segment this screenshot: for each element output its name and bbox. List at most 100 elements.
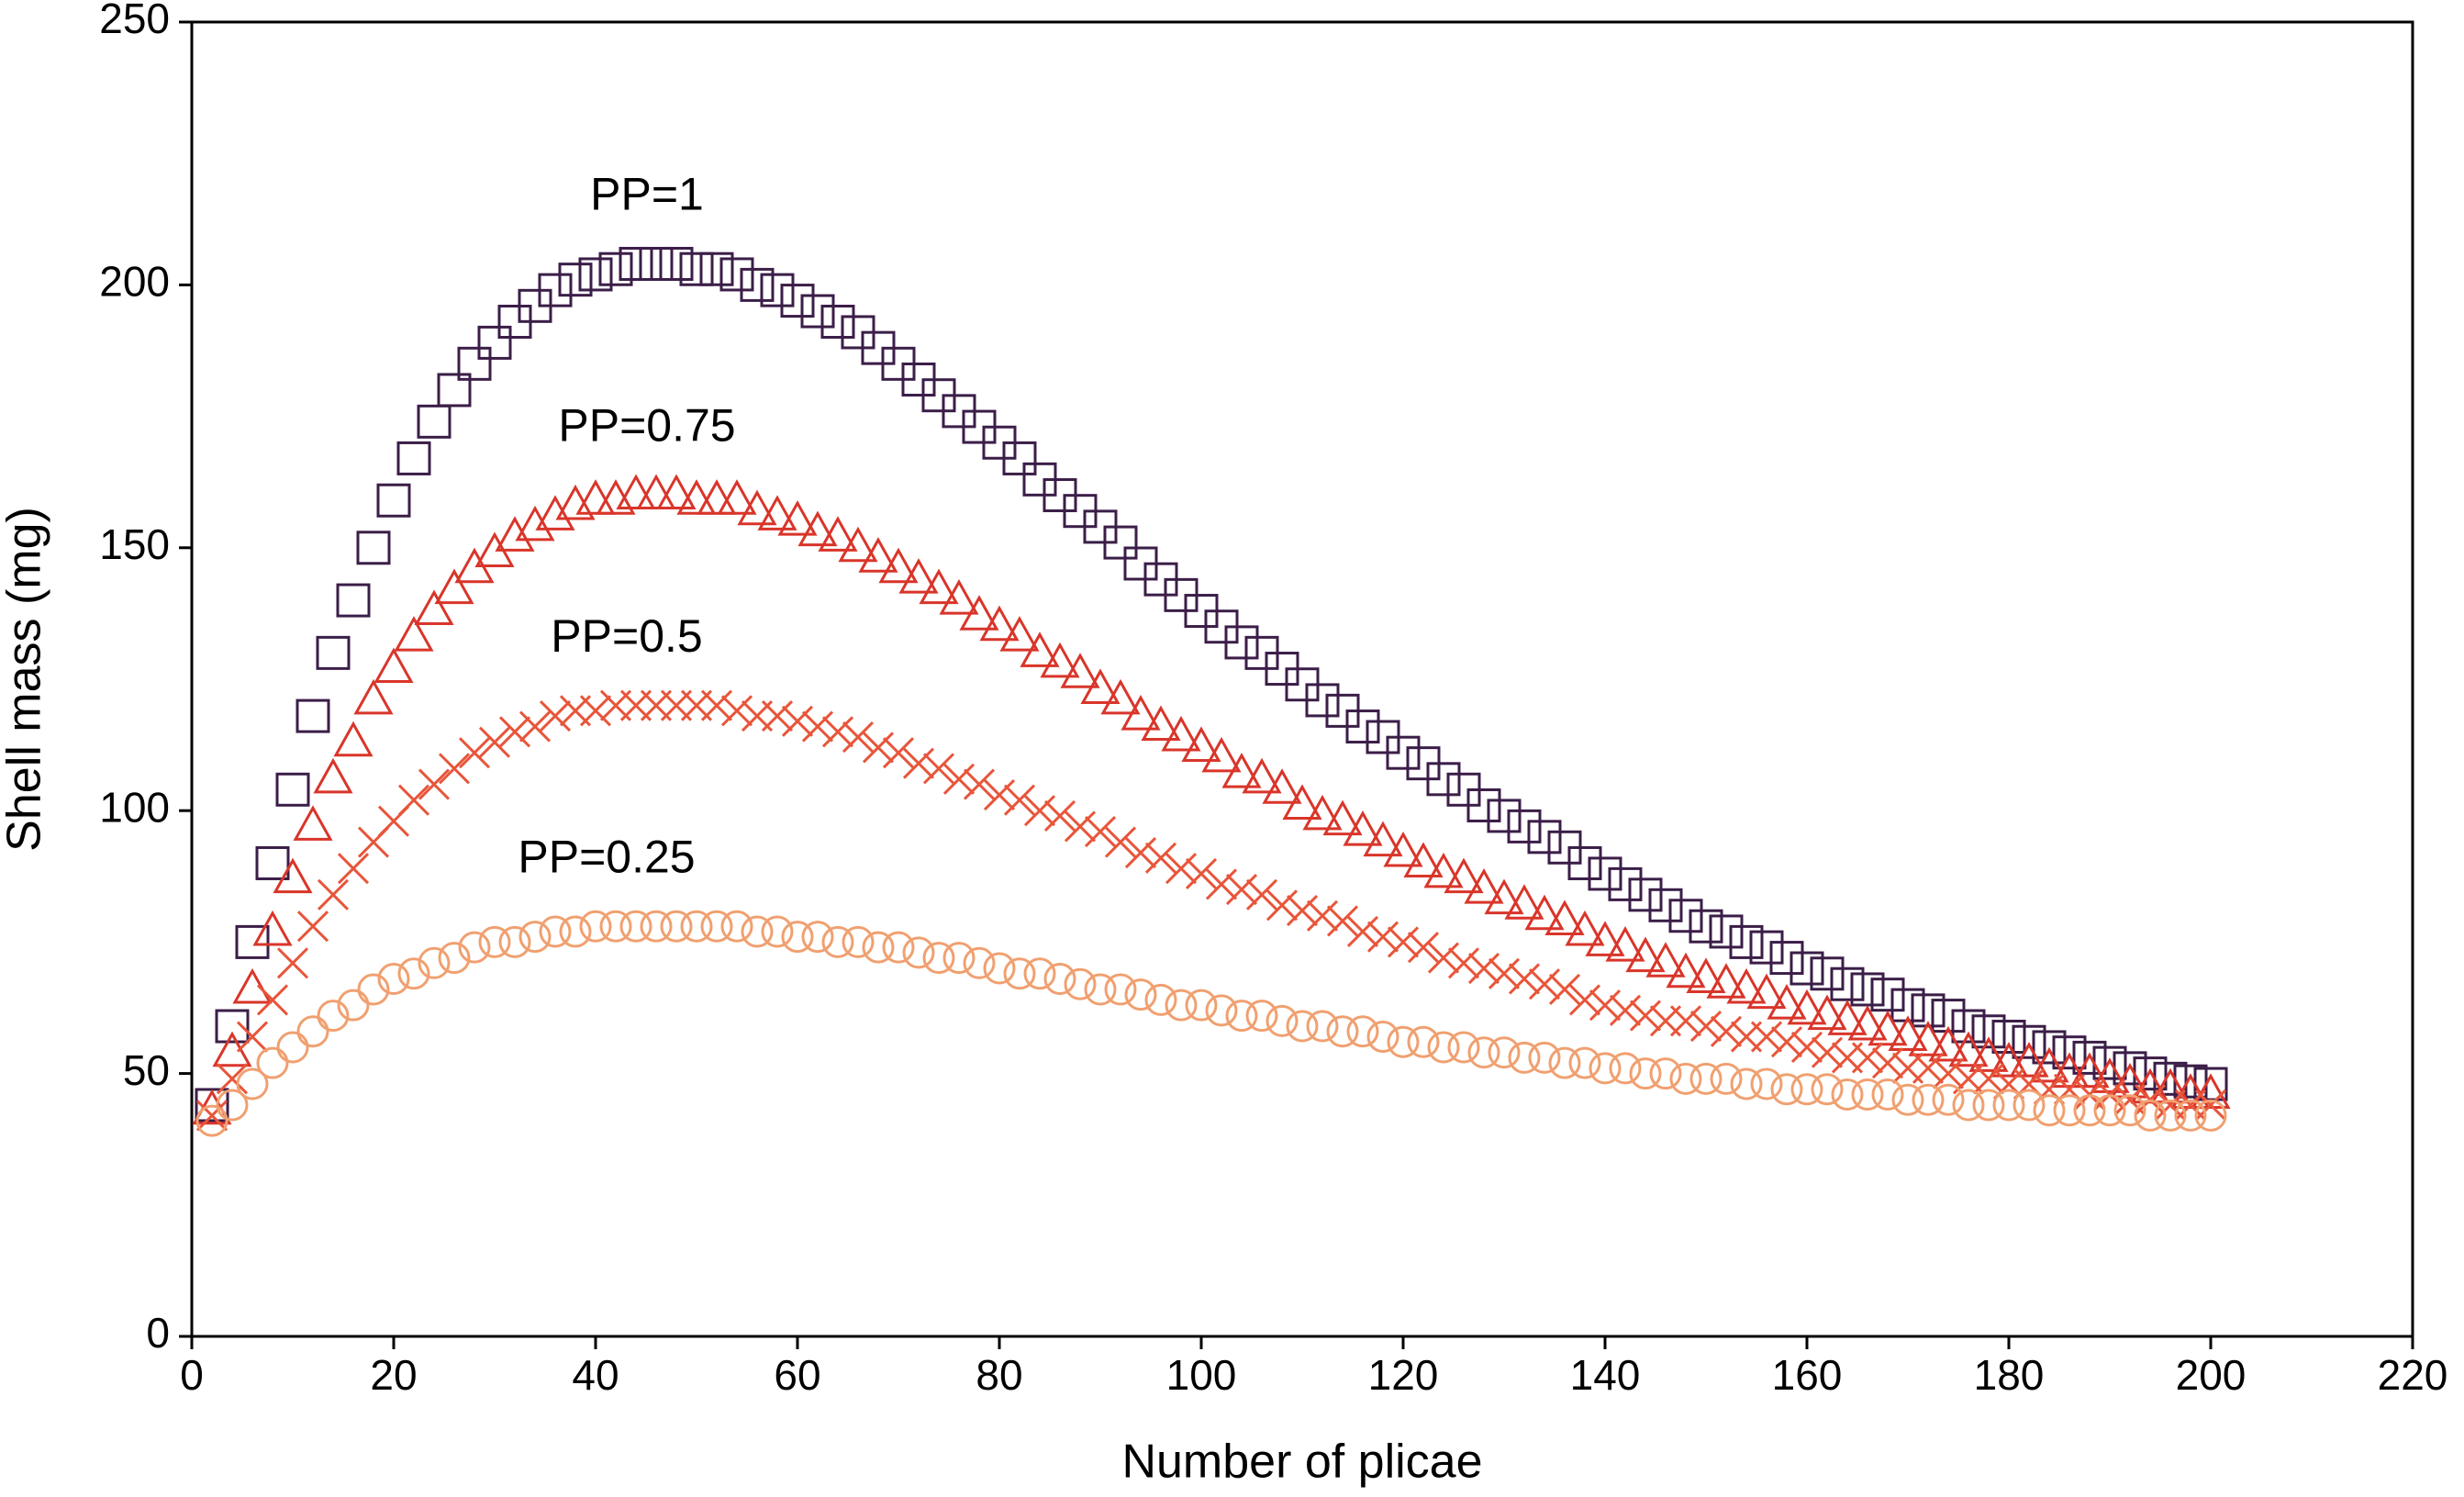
data-point — [1706, 963, 1746, 999]
data-point — [2012, 1089, 2046, 1122]
data-point — [1484, 878, 1524, 915]
series-label: PP=0.5 — [551, 610, 702, 662]
data-point — [356, 531, 391, 565]
data-point — [1426, 762, 1461, 797]
data-point — [2093, 1094, 2126, 1127]
data-point — [1689, 909, 1723, 944]
data-point — [276, 947, 309, 979]
data-point — [1729, 924, 1764, 959]
data-point — [1948, 1031, 1989, 1067]
data-point — [1286, 1010, 1319, 1043]
data-point — [293, 805, 333, 841]
data-point — [1100, 678, 1141, 715]
x-tick-label: 120 — [1368, 1351, 1439, 1399]
data-point — [477, 325, 512, 360]
data-point — [1787, 989, 1827, 1025]
data-point — [535, 495, 575, 531]
data-point — [1609, 994, 1642, 1026]
data-point — [458, 931, 491, 964]
data-point — [761, 700, 794, 732]
data-point — [1487, 799, 1522, 833]
data-point — [919, 568, 959, 605]
data-point — [296, 1015, 329, 1048]
plot-frame — [190, 20, 2414, 1338]
data-point — [418, 946, 451, 979]
data-point — [898, 558, 939, 594]
x-tick-label: 100 — [1166, 1351, 1237, 1399]
data-point — [1589, 1052, 1622, 1085]
data-point — [255, 845, 290, 880]
data-point — [1528, 968, 1561, 1000]
data-point — [337, 989, 370, 1022]
data-point — [1831, 1078, 1864, 1112]
data-point — [1629, 1057, 1662, 1090]
data-point — [2049, 1052, 2090, 1089]
data-point — [216, 1089, 249, 1122]
data-point — [639, 246, 674, 281]
data-point — [1366, 1021, 1399, 1054]
data-point — [959, 595, 999, 631]
data-point — [636, 474, 676, 510]
data-point — [1080, 668, 1121, 704]
data-point — [1144, 842, 1177, 874]
data-point — [336, 583, 371, 618]
data-point — [1648, 888, 1683, 922]
data-point — [1568, 1046, 1601, 1079]
data-point — [1064, 967, 1097, 1000]
data-point — [1447, 1031, 1480, 1064]
data-point — [256, 1046, 289, 1079]
data-point — [1043, 799, 1076, 832]
y-tick-label: 150 — [99, 520, 170, 568]
data-point — [676, 479, 717, 515]
data-point — [1185, 857, 1218, 889]
data-point — [2174, 1099, 2207, 1132]
data-point — [1932, 1083, 1965, 1116]
data-point — [1870, 978, 1905, 1012]
data-point — [1343, 810, 1383, 846]
data-point — [999, 616, 1040, 652]
x-tick-label: 160 — [1772, 1351, 1843, 1399]
data-point — [1750, 1067, 1783, 1100]
data-point — [216, 1063, 249, 1095]
x-tick-label: 180 — [1974, 1351, 2045, 1399]
data-point — [1224, 625, 1259, 660]
data-point — [418, 768, 451, 800]
data-point — [1205, 994, 1238, 1027]
data-point — [1467, 952, 1500, 985]
data-point — [720, 910, 753, 943]
data-point — [1043, 962, 1076, 995]
data-point — [1141, 705, 1181, 742]
y-tick-label: 250 — [99, 0, 170, 42]
data-point — [1767, 984, 1807, 1020]
data-point — [821, 925, 854, 958]
data-point — [942, 942, 976, 975]
data-point — [1871, 1047, 1904, 1079]
data-point — [1790, 1073, 1823, 1106]
data-point — [1789, 951, 1824, 986]
data-point — [397, 784, 430, 816]
data-point — [1868, 1010, 1908, 1046]
x-tick-label: 140 — [1570, 1351, 1641, 1399]
data-point — [1363, 821, 1403, 857]
data-point — [1488, 1036, 1521, 1069]
y-tick-label: 0 — [146, 1309, 170, 1357]
data-point — [1585, 921, 1625, 956]
x-tick-label: 220 — [2378, 1351, 2448, 1399]
data-point — [801, 710, 834, 743]
data-point — [2052, 1035, 2087, 1070]
data-point — [902, 747, 935, 779]
data-point — [1912, 1052, 1945, 1084]
data-point — [417, 404, 452, 439]
data-point — [757, 495, 797, 531]
data-point — [1689, 1062, 1723, 1095]
data-point — [858, 537, 898, 573]
data-point — [781, 921, 814, 954]
data-point — [1709, 914, 1744, 949]
data-point — [1972, 1089, 2005, 1122]
data-point — [821, 716, 854, 748]
data-point — [437, 373, 472, 408]
data-point — [1548, 973, 1581, 1006]
data-point — [1625, 936, 1666, 973]
data-point — [740, 267, 775, 302]
data-point — [1407, 932, 1440, 964]
